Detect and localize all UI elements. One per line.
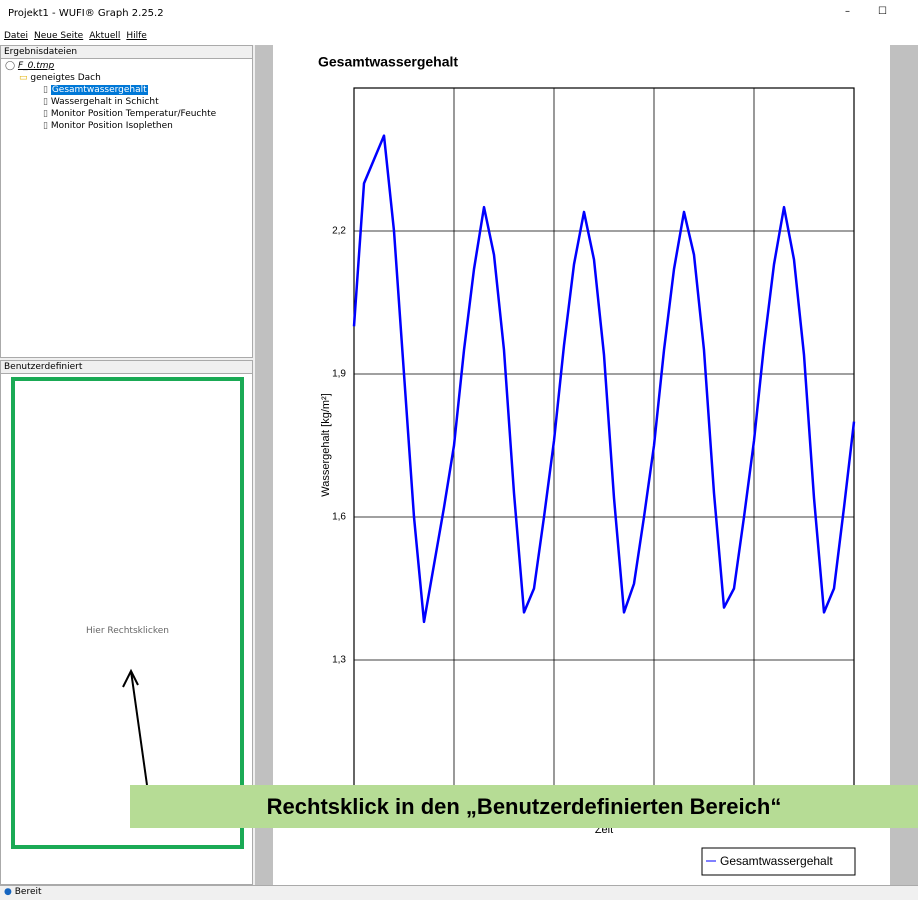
tree-label: Wassergehalt in Schicht [50, 97, 159, 107]
tree-row[interactable]: ▯ Monitor Position Temperatur/Feuchte [43, 109, 217, 119]
panel-header: Ergebnisdateien [1, 46, 252, 59]
tree-label: Monitor Position Isoplethen [50, 121, 173, 131]
tree-row[interactable]: ◯ F_0.tmp [5, 61, 55, 71]
legend-label: Gesamtwassergehalt [720, 854, 833, 868]
chart-page [273, 45, 890, 885]
legend: Gesamtwassergehalt [701, 847, 856, 876]
arrow [122, 668, 148, 786]
tree-row[interactable]: ▯ Wassergehalt in Schicht [43, 97, 159, 107]
status-bar: ● Bereit [0, 885, 918, 900]
tree-row[interactable]: ▭ geneigtes Dach [19, 73, 101, 83]
menu-bar: Datei Neue Seite Aktuell Hilfe [0, 30, 918, 45]
y-tick-label: 2,2 [332, 226, 346, 237]
window-title: Projekt1 - WUFI® Graph 2.25.2 [8, 8, 164, 19]
hint-text: Hier Rechtsklicken [86, 626, 169, 636]
tree: ◯ F_0.tmp ▭ geneigtes Dach ▯ Gesamtwasserg… [1, 60, 252, 160]
panel-header: Benutzerdefiniert [1, 361, 252, 374]
minimize-button[interactable]: – [845, 6, 850, 17]
y-axis-label: Wassergehalt [kg/m²] [320, 393, 332, 497]
menu-item[interactable]: Datei [4, 31, 29, 41]
results-panel: Ergebnisdateien ◯ F_0.tmp ▭ geneigtes Dac… [0, 45, 253, 358]
menu-item[interactable]: Hilfe [126, 31, 147, 41]
tree-label: Gesamtwassergehalt [50, 85, 148, 95]
highlight-frame [11, 377, 244, 849]
tree-label: F_0.tmp [17, 61, 55, 71]
chart-title: Gesamtwassergehalt [318, 54, 458, 70]
data-line [352, 134, 856, 624]
maximize-button[interactable]: ☐ [878, 6, 887, 17]
tree-label: geneigtes Dach [30, 73, 101, 83]
y-tick-label: 1,6 [332, 512, 346, 523]
legend-box [701, 847, 856, 876]
y-tick-label: 1,9 [332, 369, 346, 380]
tree-label: Monitor Position Temperatur/Feuchte [50, 109, 217, 119]
title-bar: Projekt1 - WUFI® Graph 2.25.2 – ☐ [0, 0, 918, 30]
tree-row[interactable]: ▯ Monitor Position Isoplethen [43, 121, 173, 131]
y-tick-label: 1,3 [332, 655, 346, 666]
status-text: Bereit [14, 887, 42, 897]
annotation-banner: Rechtsklick in den „Benutzerdefinierten … [130, 785, 918, 828]
tree-row[interactable]: ▯ Gesamtwassergehalt [43, 85, 148, 95]
menu-item[interactable]: Neue Seite [34, 31, 84, 41]
menu-item[interactable]: Aktuell [89, 31, 121, 41]
